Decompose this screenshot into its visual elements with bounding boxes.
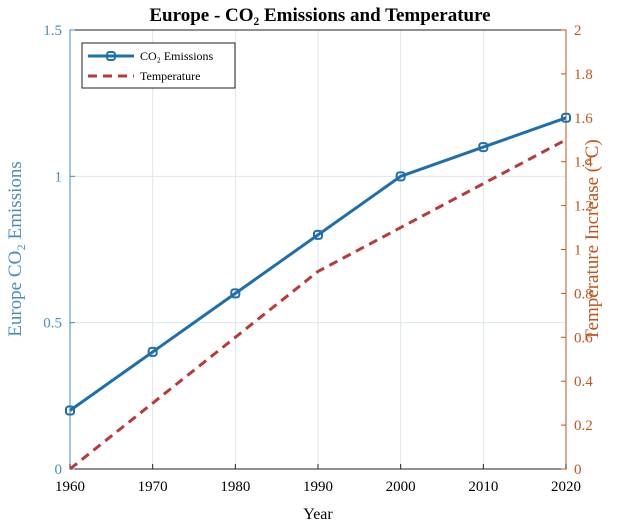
x-tick-label: 1990 [303,479,333,495]
x-tick-label: 2000 [386,479,416,495]
y-right-tick-label: 0.4 [574,374,593,390]
y-right-tick-label: 1.4 [574,155,593,171]
y-right-tick-label: 0.2 [574,418,593,434]
y-right-tick-label: 1 [574,243,582,259]
y-right-tick-label: 0.6 [574,330,593,346]
co2-data-point [561,112,571,123]
co2-data-point [313,229,323,240]
y-right-tick-label: 0 [574,462,582,478]
y-right-tick-label: 1.8 [574,67,593,83]
legend-label-temperature: Temperature [140,69,200,83]
co2-data-point [395,171,406,182]
y-left-tick-label: 1.5 [43,23,62,39]
x-tick-label: 1970 [138,479,168,495]
y-left-tick-label: 0 [55,462,63,478]
legend-label-co2: CO₂ Emissions [140,49,214,63]
x-tick-label: 2020 [551,479,581,495]
co2-data-point [478,142,489,153]
legend-marker-co2 [106,51,116,61]
series-line-co2 [69,116,567,412]
y-right-tick-label: 2 [574,23,582,39]
x-axis-label: Year [303,506,333,523]
x-tick-label: 1960 [55,479,85,495]
x-tick-label: 2010 [468,479,498,495]
y-right-tick-label: 1.2 [574,199,593,215]
axis-ticks: 1960 1970 1980 1990 2000 2010 202000.511.500.2… [43,23,593,495]
chart-title: Europe - CO₂ Emissions and Temperature [149,5,490,26]
co2-data-point [230,288,241,299]
series-layer [65,112,571,471]
co2-data-point [147,346,158,357]
legend: CO₂ Emissions Temperature [81,42,236,89]
co2-data-point [65,405,75,416]
y-axis-left-label: Europe CO₂ Emissions [5,161,26,337]
y-left-tick-label: 1 [55,169,63,185]
y-right-tick-label: 0.8 [574,286,593,302]
series-line-temperature [69,138,567,471]
y-right-tick-label: 1.6 [574,111,593,127]
y-left-tick-label: 0.5 [43,316,62,332]
legend-box [81,42,236,89]
y-axis-right-label: Temperature Increase (°C) [582,139,603,340]
x-tick-label: 1980 [220,479,250,495]
